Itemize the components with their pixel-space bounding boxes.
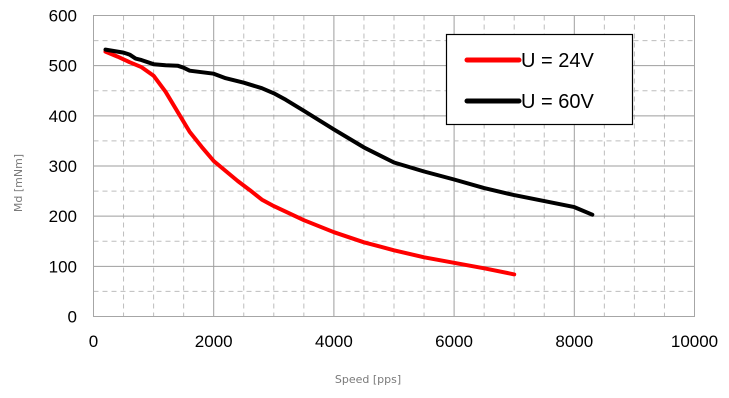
plot-area-frame bbox=[93, 15, 695, 317]
x-axis-ticks: 0 2000 4000 6000 8000 10000 bbox=[89, 332, 718, 351]
y-tick-label: 300 bbox=[49, 157, 77, 176]
grid bbox=[93, 15, 695, 317]
legend-box bbox=[445, 33, 634, 126]
x-axis-title: Speed [pps] bbox=[335, 373, 401, 386]
x-tick-label: 0 bbox=[89, 332, 98, 351]
x-tick-label: 2000 bbox=[195, 332, 233, 351]
y-tick-label: 600 bbox=[49, 7, 77, 26]
y-tick-label: 400 bbox=[49, 107, 77, 126]
y-axis-ticks: 0 100 200 300 400 500 600 bbox=[49, 7, 77, 327]
series-line-24v bbox=[103, 49, 517, 277]
x-tick-label: 10000 bbox=[671, 332, 718, 351]
legend-label-60v: U = 60V bbox=[521, 91, 594, 113]
legend: U = 24V U = 60V bbox=[445, 33, 634, 126]
legend-label-24v: U = 24V bbox=[521, 50, 594, 72]
y-axis-title: Md [mNm] bbox=[12, 154, 25, 212]
x-tick-label: 6000 bbox=[435, 332, 473, 351]
y-tick-label: 0 bbox=[68, 308, 77, 327]
y-tick-label: 200 bbox=[49, 207, 77, 226]
x-tick-label: 4000 bbox=[315, 332, 353, 351]
x-tick-label: 8000 bbox=[555, 332, 593, 351]
y-tick-label: 500 bbox=[49, 57, 77, 76]
y-tick-label: 100 bbox=[49, 257, 77, 276]
series-lines bbox=[103, 47, 595, 277]
series-line-60v bbox=[103, 47, 595, 217]
